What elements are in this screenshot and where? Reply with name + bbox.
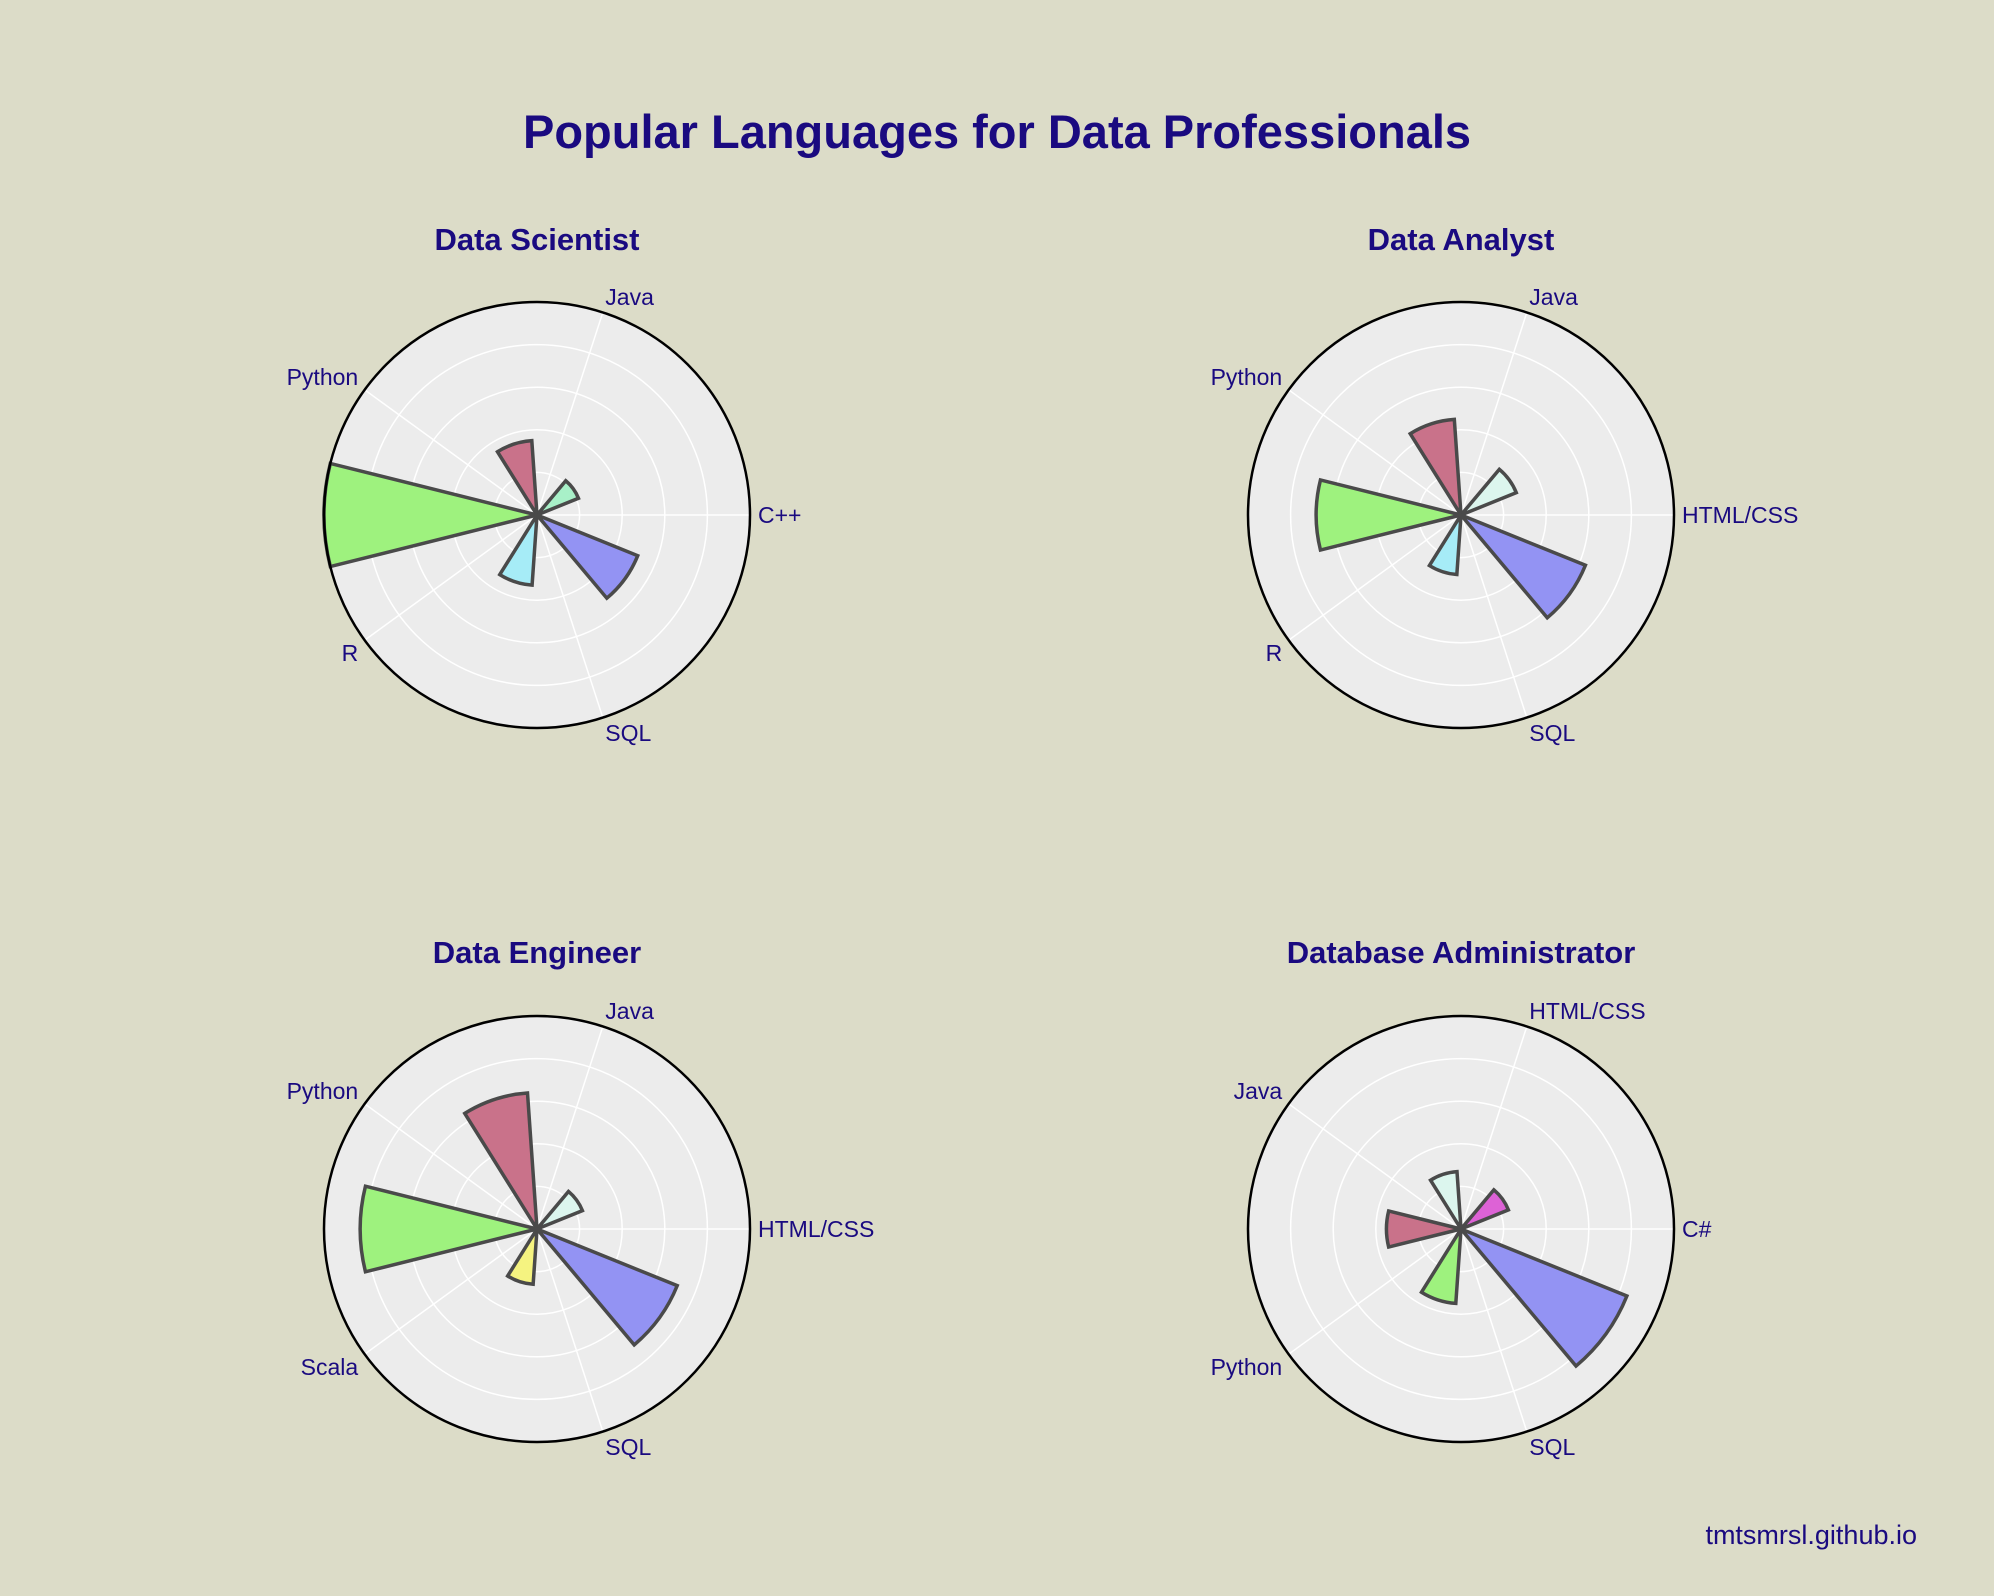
bar-c[interactable] (535, 478, 581, 517)
tick-label-sql: SQL (605, 1434, 651, 1460)
tick-label-python: Python (287, 1078, 359, 1104)
angular-gridline (1460, 312, 1528, 516)
bar-sql[interactable] (535, 513, 640, 601)
tick-label-python: Python (287, 364, 359, 390)
tick-label-python: Python (1211, 1354, 1283, 1380)
angular-gridline (536, 312, 604, 516)
tick-label-python: Python (1211, 364, 1283, 390)
bar-java[interactable] (495, 438, 539, 516)
tick-label-c: C++ (758, 502, 801, 528)
panel-title-data-engineer: Data Engineer (432, 935, 642, 970)
bar-java[interactable] (1407, 417, 1463, 516)
tick-label-html-css: HTML/CSS (1529, 998, 1645, 1024)
tick-label-java: Java (605, 284, 654, 310)
bar-python[interactable] (358, 1184, 538, 1274)
polar-chart-data-engineer: HTML/CSS Java Python Scala SQL (287, 998, 875, 1460)
angular-gridline (1288, 1228, 1462, 1355)
bar-java[interactable] (462, 1091, 539, 1230)
tick-label-r: R (342, 640, 359, 666)
bar-html-css[interactable] (1459, 466, 1519, 517)
angular-gridline (364, 1103, 538, 1230)
bar-java[interactable] (1384, 1208, 1462, 1250)
polar-outer-border (322, 1014, 752, 1444)
bar-scala[interactable] (505, 1228, 539, 1287)
angular-gridline (1288, 389, 1462, 516)
footer-credit: tmtsmrsl.github.io (1705, 1520, 1917, 1550)
tick-label-html-css: HTML/CSS (758, 1216, 874, 1242)
polar-chart-data-scientist: C++ Java Python R SQL (287, 284, 802, 746)
tick-label-html-css: HTML/CSS (1682, 502, 1798, 528)
angular-gridline (1460, 514, 1528, 718)
angular-gridline (364, 1228, 538, 1355)
bar-r[interactable] (497, 514, 539, 587)
angular-gridline (1460, 1228, 1528, 1432)
tick-label-c: C# (1682, 1216, 1712, 1242)
panel-title-data-scientist: Data Scientist (434, 222, 640, 257)
chart-title: Popular Languages for Data Professionals (522, 105, 1472, 158)
angular-gridline (364, 389, 538, 516)
tick-label-sql: SQL (1529, 720, 1575, 746)
panel-title-database-administrator: Database Administrator (1286, 935, 1636, 970)
polar-chart-data-analyst: HTML/CSS Java Python R SQL (1211, 284, 1799, 746)
bar-html-css[interactable] (1428, 1169, 1463, 1230)
bar-html-css[interactable] (535, 1189, 585, 1231)
tick-label-sql: SQL (605, 720, 651, 746)
angular-gridline (1460, 1026, 1528, 1230)
polar-outer-border (1246, 1014, 1676, 1444)
tick-label-r: R (1266, 640, 1283, 666)
bar-python[interactable] (1419, 1228, 1463, 1306)
angular-gridline (536, 1228, 604, 1432)
panel-title-data-analyst: Data Analyst (1367, 222, 1555, 257)
angular-gridline (536, 1026, 604, 1230)
tick-label-java: Java (1234, 1078, 1283, 1104)
angular-gridline (364, 514, 538, 641)
bar-python[interactable] (1314, 477, 1462, 553)
tick-label-sql: SQL (1529, 1434, 1575, 1460)
angular-gridline (536, 514, 604, 718)
tick-label-scala: Scala (301, 1354, 359, 1380)
polar-outer-border (322, 300, 752, 730)
angular-gridline (1288, 1103, 1462, 1230)
bar-sql[interactable] (1459, 1227, 1630, 1369)
bar-r[interactable] (1426, 514, 1463, 577)
polar-outer-border (1246, 300, 1676, 730)
polar-chart-database-administrator: C# HTML/CSS Java Python SQL (1211, 998, 1712, 1460)
bar-sql[interactable] (1459, 513, 1588, 621)
tick-label-java: Java (1529, 284, 1578, 310)
tick-label-java: Java (605, 998, 654, 1024)
angular-gridline (1288, 514, 1462, 641)
bar-c[interactable] (1459, 1187, 1511, 1231)
bar-sql[interactable] (535, 1227, 680, 1348)
